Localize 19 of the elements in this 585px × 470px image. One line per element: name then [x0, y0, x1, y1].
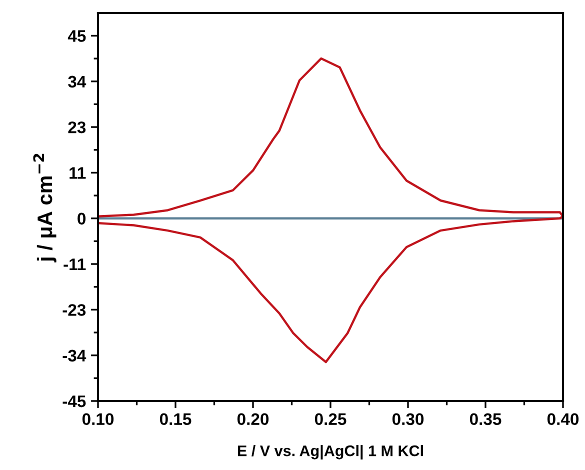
y-tick-label: 23	[68, 121, 86, 134]
x-axis-title: E / V vs. Ag|AgCl| 1 M KCl	[238, 445, 423, 460]
x-tick-label: 0.15	[160, 413, 192, 426]
x-tick-label: 0.20	[237, 413, 269, 426]
y-tick-label: 45	[68, 30, 86, 42]
y-tick-label: -23	[62, 304, 86, 316]
x-tick-label: 0.25	[314, 413, 346, 426]
y-tick-label: -11	[64, 258, 86, 270]
x-tick-label: 0.40	[547, 413, 579, 426]
x-tick-label: 0.10	[82, 413, 114, 426]
y-tick-label: 0	[78, 212, 86, 225]
y-axis-title: j / μA cm$^{−2}$	[33, 154, 56, 262]
x-tick-label: 0.35	[470, 413, 502, 426]
y-tick-label: 11	[70, 167, 86, 179]
y-tick-label: -45	[62, 396, 86, 408]
y-tick-label: 34	[68, 76, 86, 88]
y-tick-label: -34	[62, 350, 86, 362]
x-tick-label: 0.30	[392, 413, 424, 426]
line-series	[98, 57, 563, 364]
